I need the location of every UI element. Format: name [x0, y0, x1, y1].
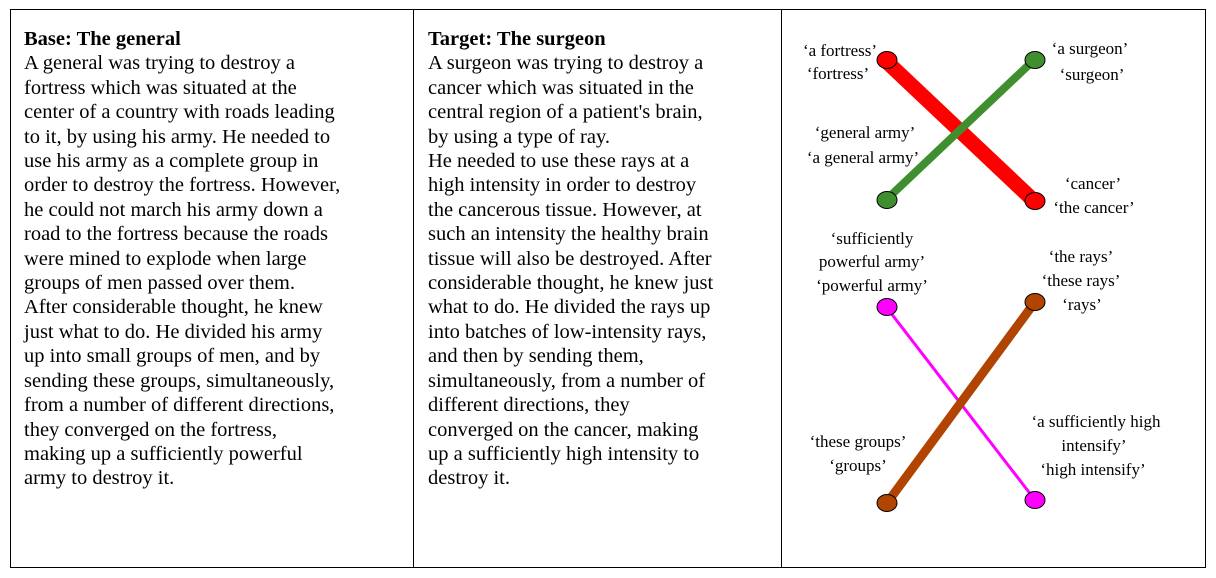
intensity-label-2: intensify’: [1061, 436, 1126, 455]
powerful-army-node: [876, 298, 898, 316]
base-story-title: Base: The general: [24, 28, 181, 50]
groups-label-1: ‘these groups’: [810, 432, 907, 451]
base-story-text: A general was trying to destroy a fortre…: [24, 52, 341, 490]
target-story-text: A surgeon was trying to destroy a cancer…: [428, 52, 714, 490]
groups-node: [876, 494, 898, 512]
army-label-1: ‘general army’: [815, 123, 916, 142]
powerful-army-label-2: powerful army’: [819, 252, 925, 271]
target-story-title: Target: The surgeon: [428, 28, 606, 50]
powerful-army-label-1: ‘sufficiently: [831, 229, 914, 248]
mapping-diagram: ‘a fortress’ ‘fortress’ ‘a surgeon’ ‘sur…: [803, 39, 1161, 512]
base-story-cell: Base: The general A general was trying to…: [24, 27, 340, 491]
army-node: [876, 191, 898, 209]
column-divider-1: [413, 9, 414, 568]
surgeon-node: [1024, 51, 1046, 69]
army-surgeon-link: [884, 56, 1038, 202]
cancer-label-2: ‘the cancer’: [1053, 198, 1134, 217]
table-frame: [10, 9, 1206, 568]
cancer-label-1: ‘cancer’: [1065, 174, 1121, 193]
surgeon-label-2: ‘surgeon’: [1060, 65, 1125, 84]
surgeon-label-1: ‘a surgeon’: [1052, 39, 1129, 58]
fortress-node: [876, 51, 898, 69]
army-label-2: ‘a general army’: [807, 148, 919, 167]
rays-node: [1024, 293, 1046, 311]
powerful-army-label-3: ‘powerful army’: [816, 276, 928, 295]
intensity-node: [1024, 491, 1046, 509]
target-story-cell: Target: The surgeon A surgeon was trying …: [428, 27, 713, 491]
fortress-label-1: ‘a fortress’: [803, 41, 877, 60]
rays-label-3: ‘rays’: [1062, 295, 1102, 314]
rays-label-2: ‘these rays’: [1042, 271, 1121, 290]
groups-rays-link: [883, 299, 1039, 506]
fortress-label-2: ‘fortress’: [807, 64, 869, 83]
intensity-label-1: ‘a sufficiently high: [1031, 412, 1161, 431]
intensity-label-3: ‘high intensify’: [1040, 460, 1145, 479]
cancer-node: [1024, 192, 1046, 210]
column-divider-2: [781, 9, 782, 568]
rays-label-1: ‘the rays’: [1049, 247, 1114, 266]
groups-label-2: ‘groups’: [829, 456, 887, 475]
